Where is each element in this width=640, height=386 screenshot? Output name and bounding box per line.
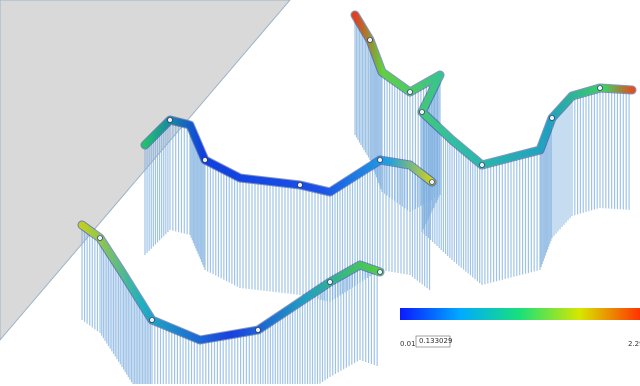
- screw-hole: [168, 118, 173, 123]
- screw-hole: [150, 318, 155, 323]
- screw-hole: [368, 38, 373, 43]
- screw-hole: [430, 180, 435, 185]
- screw-hole: [298, 183, 303, 188]
- screw-hole: [480, 163, 485, 168]
- page: 0.01 0.133029 2.29 (() => { const data =…: [0, 0, 640, 386]
- color-bar: [400, 308, 640, 320]
- color-bar-min: 0.01: [400, 340, 416, 348]
- screw-hole: [598, 86, 603, 91]
- color-bar-max: 2.29: [628, 340, 640, 348]
- screw-hole: [203, 158, 208, 163]
- screw-hole: [550, 116, 555, 121]
- screw-hole: [328, 280, 333, 285]
- screw-hole: [420, 110, 425, 115]
- screw-hole: [256, 328, 261, 333]
- plate: [355, 15, 632, 165]
- screw-hole: [378, 270, 383, 275]
- screw-hole: [378, 158, 383, 163]
- screw-hole: [408, 90, 413, 95]
- screw-hole: [98, 236, 103, 241]
- viewport: 0.01 0.133029 2.29: [0, 0, 640, 386]
- color-bar-probe: 0.133029: [419, 337, 452, 345]
